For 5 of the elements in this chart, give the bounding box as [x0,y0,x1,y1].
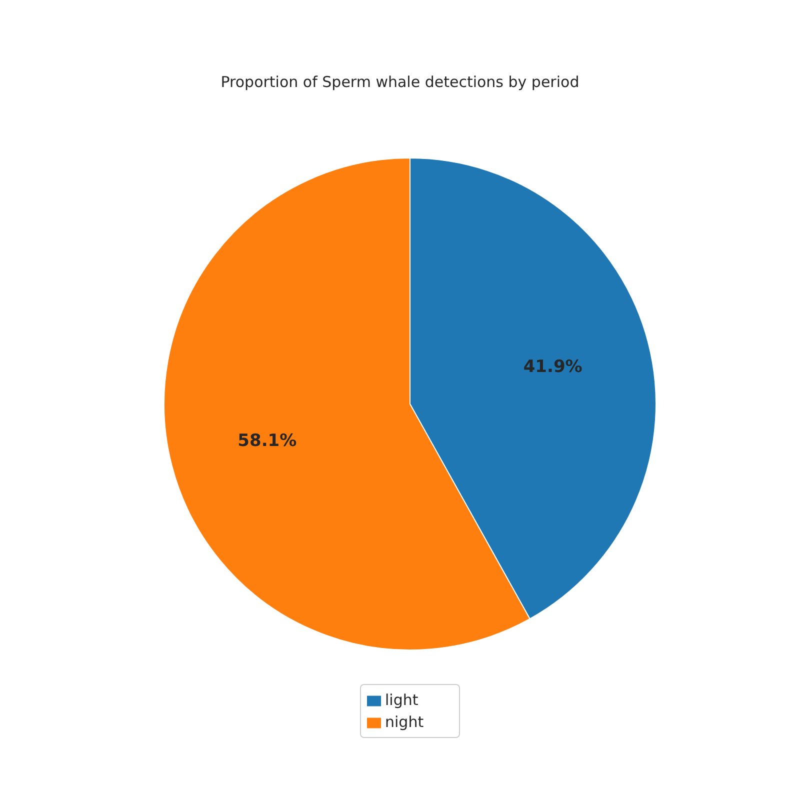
legend-label: night [385,713,424,731]
legend-label: light [385,691,418,709]
data-label: 58.1% [238,431,297,452]
data-label: 41.9% [523,356,582,377]
chart-title: Proportion of Sperm whale detections by period [220,73,580,91]
